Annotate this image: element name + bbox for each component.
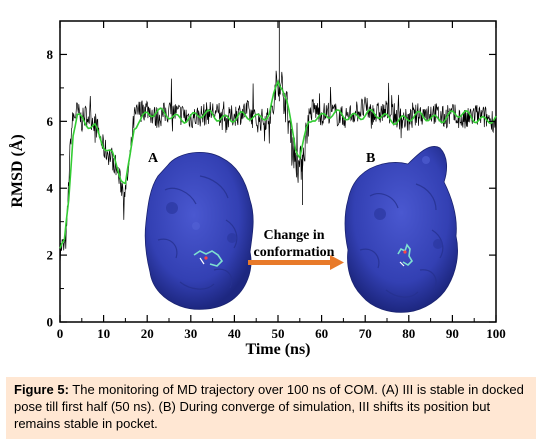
caption-label: Figure 5:: [14, 382, 69, 397]
y-tick-label-8: 8: [47, 47, 54, 62]
x-tick-label-80: 80: [402, 326, 415, 341]
x-tick-label-70: 70: [359, 326, 372, 341]
annotation-line-1: Change in: [263, 228, 324, 243]
y-tick-label-0: 0: [47, 315, 54, 330]
x-tick-label-10: 10: [97, 326, 110, 341]
x-axis-title: Time (ns): [245, 341, 310, 358]
protein-structure-b: [344, 146, 458, 313]
x-tick-label-50: 50: [272, 326, 285, 341]
x-axis: 0 10 20 30 40 50 60 70 80 90 100: [57, 21, 506, 341]
x-tick-label-20: 20: [141, 326, 154, 341]
x-tick-label-100: 100: [486, 326, 506, 341]
protein-structure-a: [144, 151, 254, 310]
panel-label-a: A: [148, 151, 159, 166]
x-tick-label-40: 40: [228, 326, 241, 341]
ligand-a: [193, 250, 224, 267]
conformation-change-arrow: [248, 255, 344, 270]
series-line-raw-rmsd: [59, 70, 497, 264]
y-tick-label-4: 4: [47, 181, 54, 196]
x-tick-label-30: 30: [184, 326, 197, 341]
caption-text: The monitoring of MD trajectory over 100…: [14, 382, 524, 431]
y-axis-title: RMSD (Å): [8, 134, 26, 207]
ligand-b: [397, 243, 414, 267]
series-line-smoothed-rmsd: [59, 79, 497, 249]
x-tick-label-0: 0: [57, 326, 64, 341]
x-tick-label-90: 90: [446, 326, 459, 341]
y-tick-label-6: 6: [47, 114, 54, 129]
y-tick-label-2: 2: [47, 248, 54, 263]
panel-label-b: B: [366, 151, 375, 166]
annotation-line-2: conformation: [254, 245, 335, 260]
series-layer: [59, 21, 497, 264]
figure-caption: Figure 5: The monitoring of MD trajector…: [6, 377, 536, 439]
y-axis: 0 2 4 6 8: [47, 47, 496, 330]
x-tick-label-60: 60: [315, 326, 328, 341]
rmsd-chart: A B Change in conformation 0 10 20 30 40 50 60…: [8, 20, 506, 358]
